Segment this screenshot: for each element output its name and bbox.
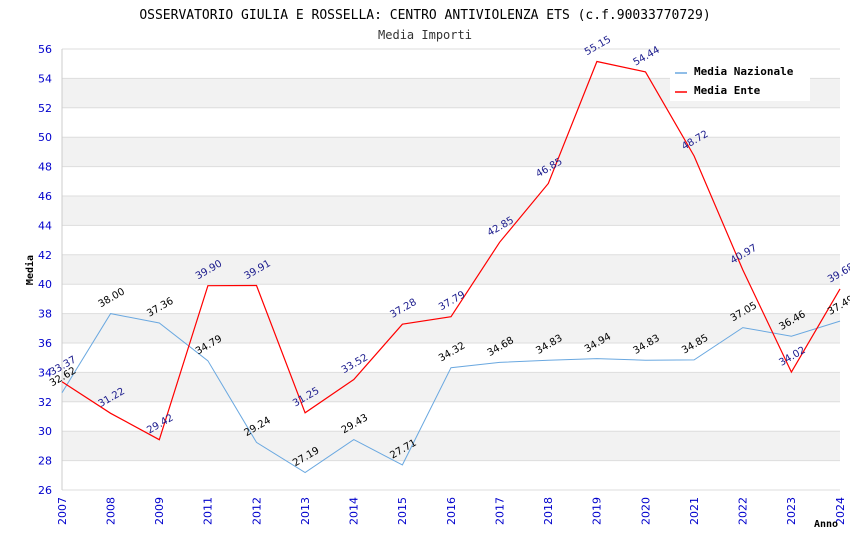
- data-label: 38.00: [97, 286, 127, 310]
- x-tick-label: 2014: [348, 497, 361, 525]
- x-tick-label: 2016: [445, 497, 458, 525]
- y-tick-label: 48: [38, 161, 52, 174]
- legend-box: [670, 57, 810, 101]
- series-group: [61, 60, 841, 474]
- series-line-media-ente: [61, 60, 841, 441]
- legend-label-media-ente: Media Ente: [694, 84, 761, 97]
- x-tick-label: 2007: [56, 497, 69, 525]
- y-tick-label: 28: [38, 455, 52, 468]
- chart-subtitle: Media Importi: [378, 28, 472, 42]
- data-label: 54.44: [632, 45, 662, 69]
- legend: Media Nazionale Media Ente: [670, 57, 810, 101]
- y-tick-label: 56: [38, 43, 52, 56]
- legend-label-media-nazionale: Media Nazionale: [694, 65, 794, 78]
- grid-band: [62, 254, 840, 285]
- x-tick-label: 2009: [153, 497, 166, 525]
- x-tick-label: 2018: [542, 497, 555, 525]
- x-tick-label: 2021: [688, 497, 701, 525]
- x-tick-label: 2008: [104, 497, 117, 525]
- chart-title: OSSERVATORIO GIULIA E ROSSELLA: CENTRO A…: [139, 8, 710, 23]
- x-tick-label: 2017: [493, 497, 506, 525]
- y-tick-label: 42: [38, 249, 52, 262]
- x-axis-label: Anno: [814, 519, 838, 530]
- grid-lines: [61, 48, 840, 491]
- y-tick-label: 44: [38, 219, 52, 232]
- y-tick-label: 40: [38, 278, 52, 291]
- y-tick-label: 46: [38, 190, 52, 203]
- y-axis-ticks: 26 28 30 32 34 36 38 40 42 44 46 48 50 52 54 56: [38, 43, 52, 497]
- data-label: 55.15: [583, 34, 613, 58]
- data-label: 34.32: [437, 340, 467, 364]
- x-axis-ticks: 2007 2008 2009 2011 2012 2013 2014 2015 2016 2017…: [56, 497, 847, 525]
- series-line-media-nazionale: [61, 313, 841, 474]
- x-tick-label: 2022: [737, 497, 750, 525]
- grid-bands: [62, 78, 840, 461]
- y-tick-label: 32: [38, 396, 52, 409]
- y-tick-label: 34: [38, 366, 52, 379]
- data-label: 34.02: [777, 345, 807, 369]
- y-tick-label: 52: [38, 102, 52, 115]
- y-axis-label: Media: [24, 255, 36, 285]
- y-tick-label: 50: [38, 131, 52, 144]
- x-tick-label: 2019: [591, 497, 604, 525]
- x-tick-label: 2023: [785, 497, 798, 525]
- y-tick-label: 26: [38, 484, 52, 497]
- x-tick-label: 2011: [202, 497, 215, 525]
- grid-band: [62, 372, 840, 402]
- data-label: 37.79: [437, 289, 467, 313]
- x-tick-label: 2012: [250, 497, 263, 525]
- y-tick-label: 38: [38, 308, 52, 321]
- y-tick-label: 54: [38, 72, 52, 85]
- grid-band: [62, 431, 840, 461]
- x-tick-label: 2013: [299, 497, 312, 525]
- x-tick-label: 2024: [834, 497, 847, 525]
- grid-band: [62, 196, 840, 226]
- x-tick-label: 2015: [396, 497, 409, 525]
- x-tick-label: 2020: [639, 497, 652, 525]
- y-tick-label: 36: [38, 337, 52, 350]
- y-tick-label: 30: [38, 425, 52, 438]
- grid-band: [62, 137, 840, 167]
